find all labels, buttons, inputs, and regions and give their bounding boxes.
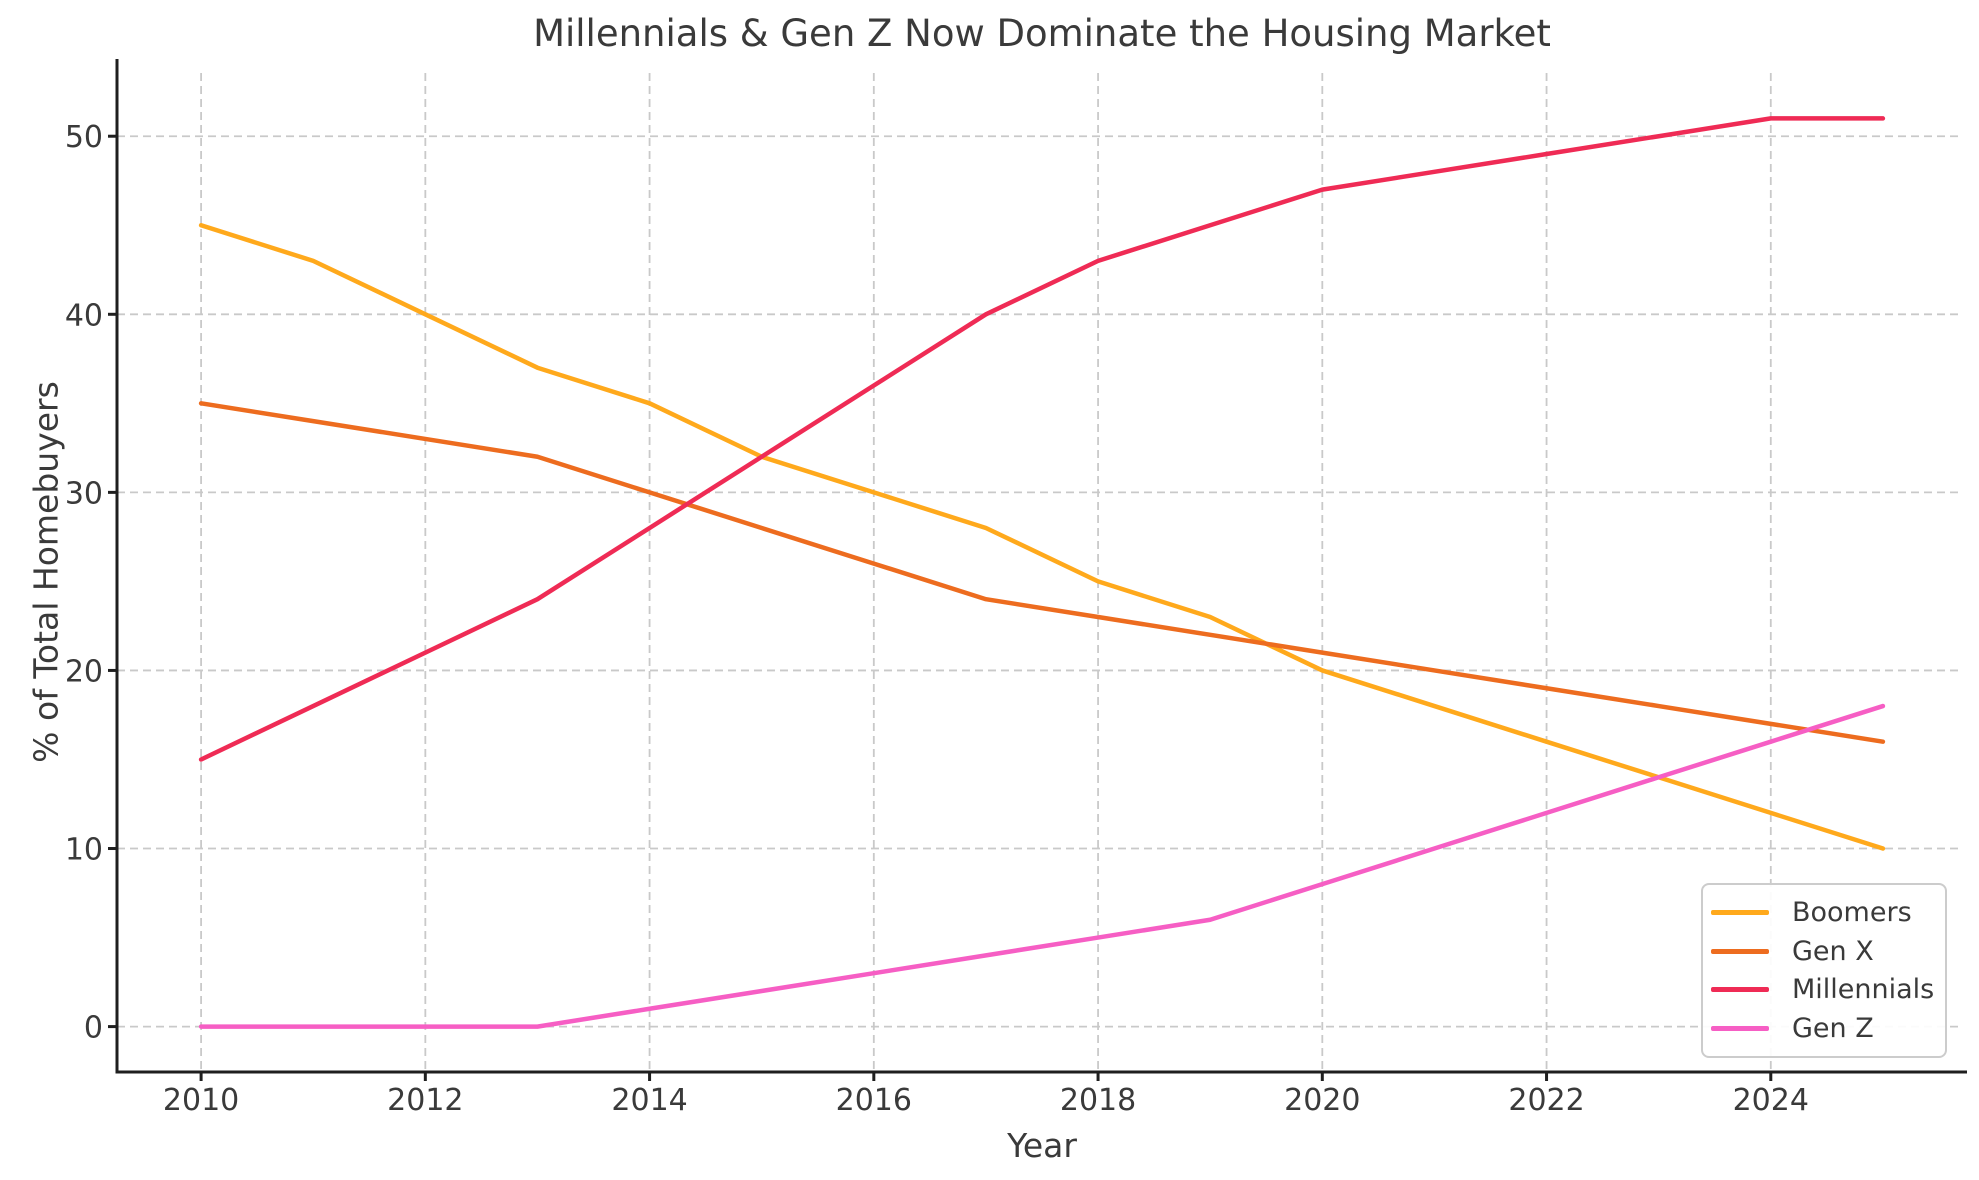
y-tick-label: 0 — [84, 1011, 103, 1046]
legend-label: Gen Z — [1792, 1013, 1874, 1045]
y-axis-label: % of Total Homebuyers — [26, 381, 66, 763]
x-tick-label: 2012 — [387, 1083, 463, 1118]
x-tick-label: 2018 — [1060, 1083, 1136, 1118]
x-axis-label: Year — [1007, 1126, 1077, 1165]
series-line-gen-x — [198, 401, 1886, 744]
y-tick-label: 40 — [65, 298, 103, 333]
chart-title: Millennials & Gen Z Now Dominate the Hou… — [533, 12, 1551, 55]
y-tick-label: 30 — [65, 476, 103, 511]
y-tick-label: 10 — [65, 833, 103, 868]
series-line-millennials — [198, 116, 1886, 762]
series-line-boomers — [198, 223, 1886, 851]
legend: Boomers Gen X Millennials Gen Z — [1701, 883, 1947, 1058]
legend-swatch-gen-z — [1711, 1026, 1769, 1032]
y-tick-label: 20 — [65, 654, 103, 689]
x-tick-label: 2022 — [1508, 1083, 1584, 1118]
legend-label: Gen X — [1792, 935, 1874, 967]
x-tick-label: 2014 — [611, 1083, 687, 1118]
legend-swatch-boomers — [1711, 909, 1769, 915]
x-tick-label: 2020 — [1284, 1083, 1360, 1118]
legend-label: Millennials — [1792, 974, 1935, 1006]
series-line-gen-z — [198, 703, 1886, 1029]
legend-label: Boomers — [1792, 896, 1912, 928]
legend-swatch-millennials — [1711, 987, 1769, 993]
legend-item-millennials: Millennials — [1703, 974, 1945, 1005]
y-tick-label: 50 — [65, 120, 103, 155]
x-tick-label: 2010 — [163, 1083, 239, 1118]
legend-swatch-gen-x — [1711, 948, 1769, 954]
x-tick-label: 2016 — [836, 1083, 912, 1118]
legend-item-gen-z: Gen Z — [1703, 1013, 1945, 1044]
x-tick-label: 2024 — [1733, 1083, 1809, 1118]
legend-item-gen-x: Gen X — [1703, 936, 1945, 967]
legend-item-boomers: Boomers — [1703, 897, 1945, 928]
